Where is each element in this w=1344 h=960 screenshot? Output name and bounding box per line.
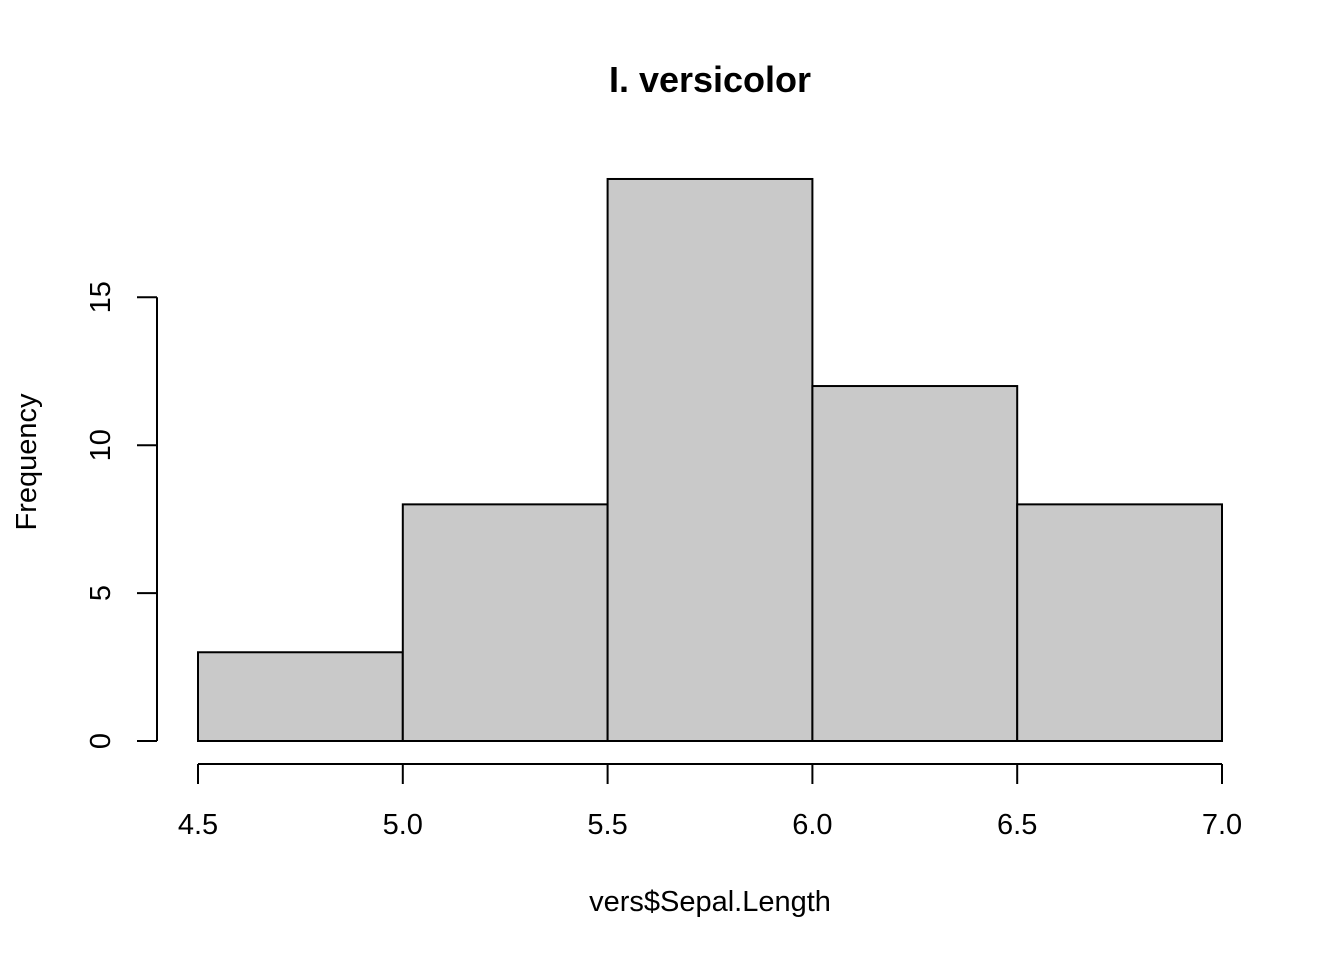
y-axis: 0 5 10 15	[85, 281, 158, 749]
histogram-bar-5	[1016, 503, 1224, 742]
x-tick-label-2: 5.0	[383, 809, 423, 841]
y-axis-label: Frequency	[11, 393, 43, 531]
x-tick-label-1: 4.5	[178, 809, 218, 841]
x-tick-label-6: 7.0	[1202, 809, 1242, 841]
histogram-bar-3	[606, 177, 814, 743]
y-tick-label-4: 15	[85, 281, 117, 313]
x-tick-label-3: 5.5	[587, 809, 627, 841]
histogram-bar-1	[197, 651, 404, 743]
x-axis-label: vers$Sepal.Length	[589, 886, 831, 918]
x-axis: 4.5 5.0 5.5 6.0 6.5 7.0	[178, 763, 1242, 841]
bars-group	[197, 177, 1224, 743]
y-tick-label-1: 0	[85, 733, 117, 749]
y-tick-label-3: 10	[85, 429, 117, 461]
histogram-bar-4	[811, 385, 1019, 742]
histogram-bar-2	[401, 503, 609, 742]
chart-title: I. versicolor	[609, 59, 811, 100]
x-tick-label-5: 6.5	[997, 809, 1037, 841]
y-tick-label-2: 5	[85, 585, 117, 601]
x-tick-label-4: 6.0	[792, 809, 832, 841]
